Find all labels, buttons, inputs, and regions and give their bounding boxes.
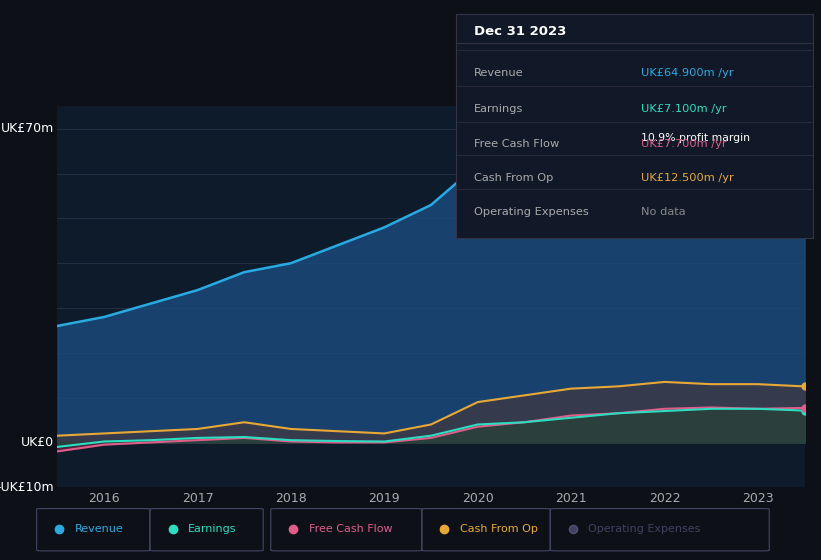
Text: No data: No data xyxy=(641,207,686,217)
Text: Cash From Op: Cash From Op xyxy=(460,524,538,534)
Text: Dec 31 2023: Dec 31 2023 xyxy=(474,25,566,38)
Text: Revenue: Revenue xyxy=(75,524,123,534)
Text: -UK£10m: -UK£10m xyxy=(0,480,53,494)
Text: Earnings: Earnings xyxy=(474,104,523,114)
Text: UK£0: UK£0 xyxy=(21,436,53,449)
Text: Operating Expenses: Operating Expenses xyxy=(588,524,700,534)
Text: Revenue: Revenue xyxy=(474,68,523,78)
Text: UK£12.500m /yr: UK£12.500m /yr xyxy=(641,173,734,183)
Text: UK£7.100m /yr: UK£7.100m /yr xyxy=(641,104,727,114)
Text: UK£64.900m /yr: UK£64.900m /yr xyxy=(641,68,734,78)
Text: Operating Expenses: Operating Expenses xyxy=(474,207,589,217)
Text: Cash From Op: Cash From Op xyxy=(474,173,553,183)
Text: UK£70m: UK£70m xyxy=(1,122,53,136)
Text: UK£7.700m /yr: UK£7.700m /yr xyxy=(641,139,727,150)
Text: 10.9% profit margin: 10.9% profit margin xyxy=(641,133,750,143)
Text: Free Cash Flow: Free Cash Flow xyxy=(474,139,559,150)
Text: Earnings: Earnings xyxy=(188,524,236,534)
Text: Free Cash Flow: Free Cash Flow xyxy=(309,524,392,534)
